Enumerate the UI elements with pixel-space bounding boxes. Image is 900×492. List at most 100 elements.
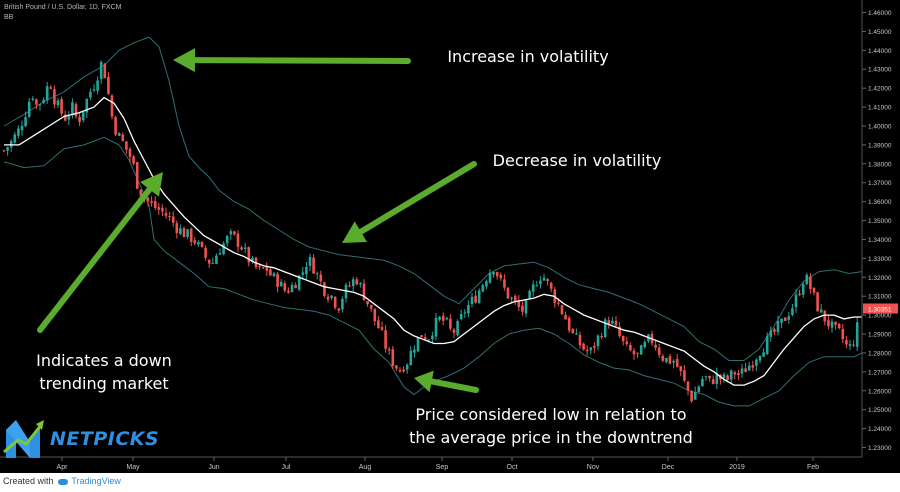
candle-body <box>204 247 207 258</box>
candle-body <box>153 201 157 208</box>
candle-body <box>762 352 765 357</box>
candle-body <box>233 231 236 235</box>
candle-body <box>305 266 308 275</box>
y-tick-label: 1.24000 <box>868 426 892 433</box>
candle-body <box>2 150 6 152</box>
candle-body <box>135 162 139 189</box>
candle-body <box>819 309 823 313</box>
candle-body <box>117 133 121 136</box>
y-tick-label: 1.40000 <box>868 124 892 131</box>
candle-body <box>269 269 272 276</box>
candle-body <box>459 314 463 320</box>
candle-body <box>315 273 319 275</box>
candle-body <box>395 365 398 369</box>
candle-body <box>474 295 477 303</box>
created-with: Created with TradingView <box>3 476 121 486</box>
candle-body <box>755 359 758 366</box>
candle-body <box>488 273 492 283</box>
footer-bar: Created with TradingView <box>0 473 900 492</box>
candle-body <box>258 266 261 268</box>
candle-body <box>693 392 697 400</box>
candle-body <box>13 134 17 143</box>
candle-body <box>675 359 679 367</box>
annotation-down-trend-line2: trending market <box>39 374 168 393</box>
candle-body <box>758 356 762 361</box>
candle-body <box>823 310 827 322</box>
candle-body <box>413 349 416 353</box>
candle-body <box>776 321 780 332</box>
y-tick-label: 1.42000 <box>868 86 892 93</box>
x-tick-label: Dec <box>662 464 675 471</box>
candle-body <box>794 294 798 308</box>
candle-body <box>71 102 74 115</box>
candle-body <box>463 312 467 314</box>
candle-body <box>740 368 744 374</box>
candle-body <box>128 148 132 157</box>
upper-band <box>3 36 863 361</box>
logo-text: NETPICKS <box>50 428 160 450</box>
candle-body <box>812 287 816 293</box>
candle-body <box>74 104 78 117</box>
candle-body <box>301 272 305 275</box>
x-tick-label: Aug <box>359 464 372 471</box>
x-tick-label: Nov <box>587 464 600 471</box>
candle-body <box>265 266 269 271</box>
candle-body <box>35 99 38 105</box>
candle-body <box>434 318 438 337</box>
candle-body <box>575 333 578 335</box>
candle-body <box>53 89 56 105</box>
candle-body <box>816 292 819 312</box>
candle-body <box>6 147 9 151</box>
y-tick-label: 1.27000 <box>868 369 892 376</box>
candle-body <box>708 375 711 379</box>
y-tick-label: 1.23000 <box>868 445 892 452</box>
candle-body <box>506 287 510 299</box>
candle-body <box>564 314 567 320</box>
candle-body <box>726 375 729 380</box>
candle-body <box>222 243 225 255</box>
candle-body <box>92 89 96 91</box>
candle-body <box>402 369 405 372</box>
candle-body <box>409 350 413 366</box>
candle-body <box>272 273 276 276</box>
candle-body <box>405 364 409 370</box>
candle-body <box>492 272 495 275</box>
candle-body <box>827 320 830 327</box>
candle-body <box>747 365 751 371</box>
candle-body <box>114 117 117 135</box>
candle-body <box>805 274 809 285</box>
candle-body <box>121 134 125 141</box>
candle-body <box>632 350 636 355</box>
candle-body <box>211 262 215 264</box>
candle-body <box>279 281 283 287</box>
candle-body <box>366 301 369 305</box>
candle-body <box>276 274 279 287</box>
arrow-increase-head <box>173 48 196 73</box>
candle-body <box>369 304 373 309</box>
candle-body <box>287 290 290 293</box>
candle-body <box>247 247 251 263</box>
tradingview-link[interactable]: TradingView <box>71 476 121 486</box>
candle-body <box>24 117 27 127</box>
candle-body <box>477 290 481 303</box>
candle-body <box>283 283 287 291</box>
candle-body <box>445 318 449 320</box>
y-tick-label: 1.34000 <box>868 237 892 244</box>
candle-body <box>596 335 600 346</box>
candle-body <box>737 373 740 375</box>
y-tick-label: 1.29000 <box>868 332 892 339</box>
y-tick-label: 1.37000 <box>868 180 892 187</box>
candle-body <box>517 300 521 307</box>
candle-body <box>791 308 794 315</box>
candle-body <box>193 240 197 244</box>
y-tick-label: 1.32000 <box>868 275 892 282</box>
candle-body <box>495 272 499 277</box>
candle-body <box>686 381 690 391</box>
candle-body <box>308 256 312 266</box>
y-tick-label: 1.36000 <box>868 199 892 206</box>
candle-body <box>751 365 755 368</box>
arrow-downtrend-shaft <box>37 186 153 333</box>
candle-body <box>31 98 35 100</box>
x-tick-label: May <box>126 464 140 471</box>
